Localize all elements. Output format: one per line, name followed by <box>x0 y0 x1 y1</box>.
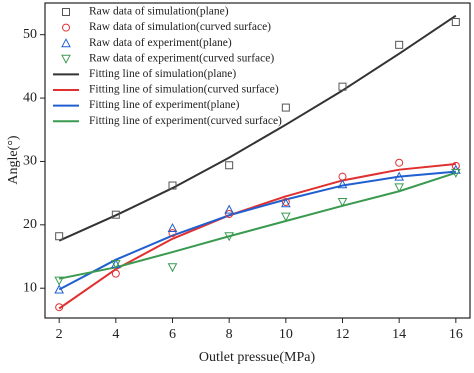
marker <box>394 171 405 181</box>
marker <box>451 18 460 27</box>
marker <box>54 284 65 294</box>
marker <box>280 198 291 208</box>
y-axis-title: Angle(°) <box>6 135 21 184</box>
marker <box>395 158 404 167</box>
legend-label: Fitting line of simulation(curved surfac… <box>89 84 279 96</box>
x-tick-label: 12 <box>336 327 350 342</box>
x-tick-label: 8 <box>226 327 233 342</box>
marker <box>394 183 405 193</box>
marker <box>224 232 235 242</box>
legend-label: Raw data of simulation(plane) <box>89 6 229 18</box>
marker <box>111 269 120 278</box>
x-axis-title: Outlet pressue(MPa) <box>199 350 316 365</box>
marker <box>168 181 177 190</box>
marker <box>55 303 64 312</box>
fit-line <box>58 170 456 291</box>
x-tick-label: 10 <box>279 327 293 342</box>
y-tick-label: 40 <box>23 90 37 105</box>
marker <box>450 168 461 178</box>
plot-frame <box>44 2 471 319</box>
marker <box>225 161 234 170</box>
fit-line <box>58 171 457 280</box>
x-tick-label: 6 <box>169 327 176 342</box>
legend-label: Raw data of experiment(curved surface) <box>89 52 274 64</box>
legend-marker <box>61 38 71 48</box>
marker <box>280 212 291 222</box>
legend-label: Raw data of simulation(curved surface) <box>89 21 271 33</box>
y-tick-label: 10 <box>23 280 37 295</box>
marker <box>337 179 348 189</box>
x-tick-label: 14 <box>392 327 406 342</box>
fit-line <box>58 14 457 242</box>
marker <box>337 198 348 208</box>
y-tick-label: 50 <box>23 27 37 42</box>
marker <box>338 172 347 181</box>
marker <box>110 260 121 270</box>
marker <box>167 263 178 273</box>
marker <box>168 229 177 238</box>
legend-label: Fitting line of experiment(plane) <box>89 99 240 111</box>
y-tick-label: 20 <box>23 217 37 232</box>
marker <box>111 210 120 219</box>
y-tick-label: 30 <box>23 154 37 169</box>
marker <box>55 232 64 241</box>
marker <box>224 204 235 214</box>
marker <box>338 82 347 91</box>
legend-label: Fitting line of experiment(curved surfac… <box>89 115 282 127</box>
legend-label: Raw data of experiment(plane) <box>89 37 232 49</box>
legend-marker <box>62 8 70 16</box>
marker <box>225 210 234 219</box>
legend-marker <box>62 23 70 32</box>
x-tick-label: 16 <box>449 327 463 342</box>
legend-marker <box>61 54 71 64</box>
marker <box>281 103 290 112</box>
legend-label: Fitting line of simulation(plane) <box>89 68 236 80</box>
x-tick-label: 4 <box>112 327 119 342</box>
marker <box>54 276 65 286</box>
marker <box>167 222 178 232</box>
x-tick-label: 2 <box>56 327 63 342</box>
marker <box>395 40 404 49</box>
